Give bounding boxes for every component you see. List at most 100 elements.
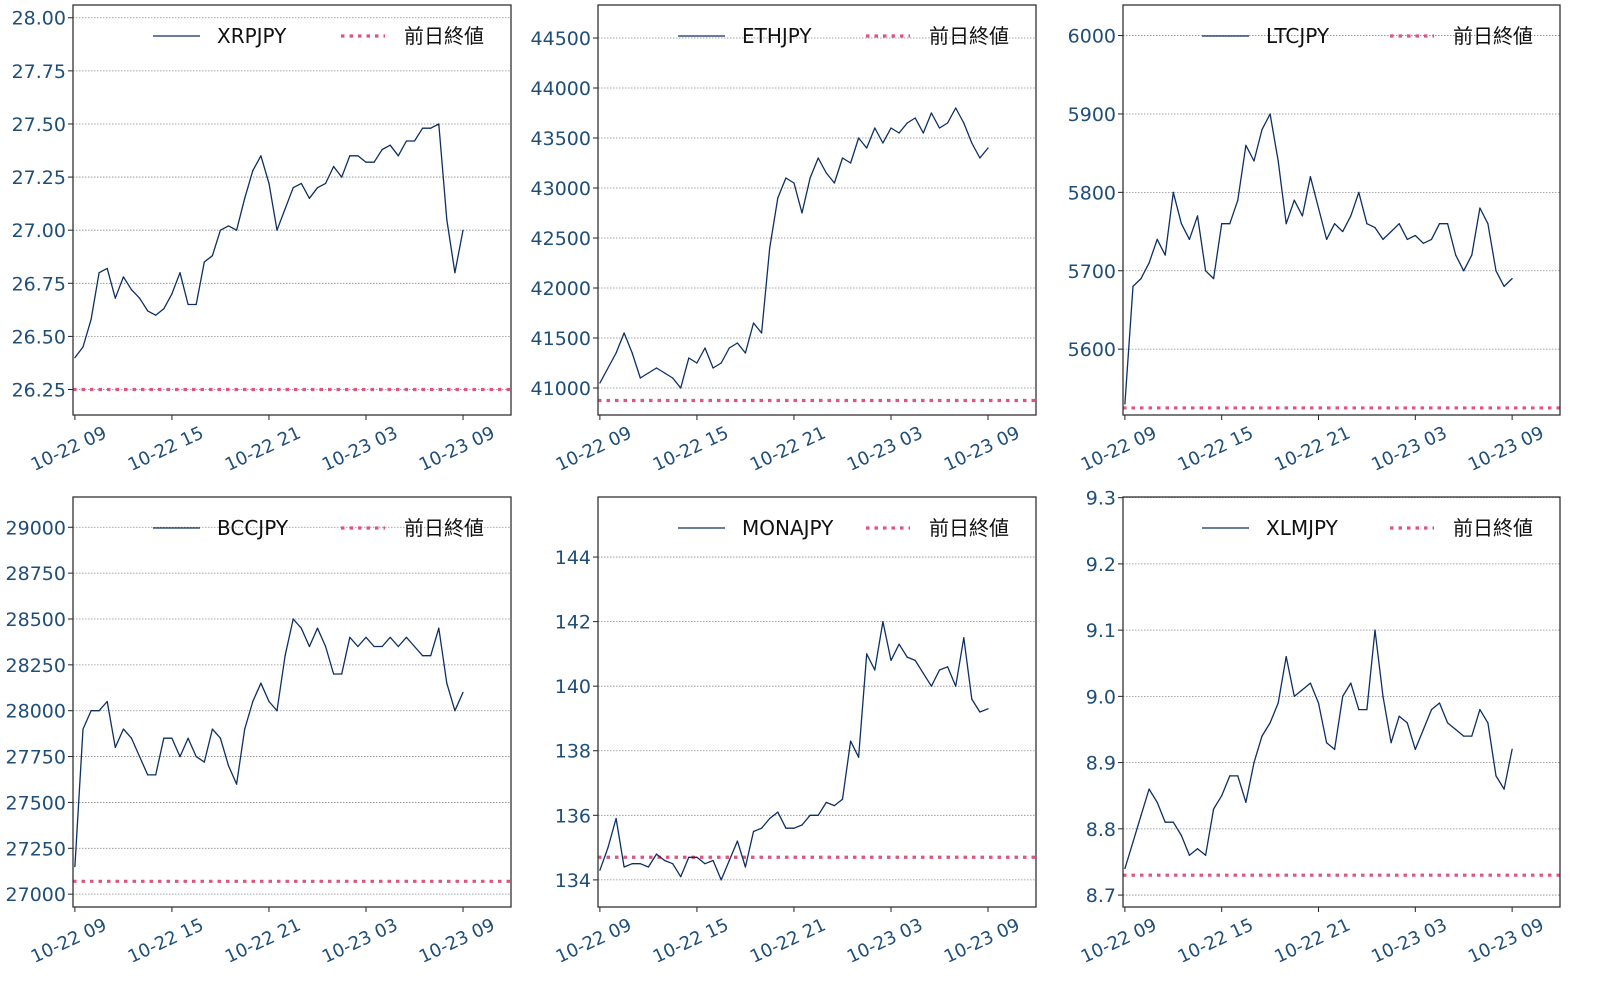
data-point: [809, 814, 811, 816]
y-tick-label: 27.25: [12, 167, 66, 189]
data-point: [438, 123, 440, 125]
data-point: [1188, 854, 1191, 856]
data-point: [1350, 682, 1352, 684]
legend-series-label: LTCJPY: [1266, 24, 1330, 48]
data-point: [1285, 656, 1287, 658]
data-point: [615, 352, 617, 354]
data-point: [849, 162, 852, 164]
data-point: [219, 737, 222, 739]
data-point: [276, 710, 278, 712]
data-point: [1455, 254, 1457, 256]
series-line-ethjpy: [599, 107, 989, 389]
y-tick-label: 42500: [531, 228, 591, 250]
data-point: [963, 122, 965, 124]
data-point: [195, 303, 197, 306]
data-point: [1358, 709, 1360, 711]
data-point: [688, 856, 690, 858]
data-point: [122, 276, 125, 278]
y-tick-label: 27000: [6, 884, 66, 906]
data-point: [1132, 841, 1134, 843]
data-point: [179, 755, 181, 758]
data-point: [1446, 722, 1449, 724]
data-point: [405, 140, 408, 142]
data-point: [430, 655, 432, 657]
data-point: [1390, 230, 1392, 233]
y-tick-label: 43500: [531, 128, 591, 150]
x-tick-label: 10-22 21: [222, 422, 304, 475]
data-point: [1503, 788, 1505, 790]
data-point: [858, 756, 860, 758]
x-tick-label: 10-23 09: [416, 422, 498, 475]
data-point: [130, 289, 133, 291]
data-point: [930, 685, 933, 687]
data-point: [1277, 702, 1279, 704]
data-point: [292, 618, 294, 620]
data-point: [462, 691, 464, 693]
data-point: [1382, 695, 1384, 697]
data-point: [647, 372, 650, 374]
data-point: [1293, 695, 1295, 697]
data-point: [1269, 113, 1271, 115]
x-tick-label: 10-22 21: [1271, 914, 1353, 967]
data-point: [696, 856, 698, 858]
y-tick-label: 27.00: [12, 220, 66, 242]
data-point: [785, 177, 787, 179]
data-point: [599, 382, 601, 384]
data-point: [82, 728, 84, 730]
x-tick-label: 10-22 09: [28, 422, 110, 475]
data-point: [454, 272, 456, 274]
data-point: [260, 682, 262, 684]
y-tick-label: 9.2: [1086, 554, 1116, 576]
data-point: [704, 863, 706, 865]
x-tick-label: 10-22 21: [747, 422, 829, 475]
y-tick-label: 8.7: [1086, 885, 1116, 907]
data-point: [1253, 160, 1255, 162]
x-tick-label: 10-22 15: [1175, 422, 1257, 475]
x-tick-label: 10-22 15: [1175, 914, 1257, 967]
data-point: [971, 142, 973, 144]
y-tick-label: 142: [555, 612, 591, 634]
data-point: [349, 155, 351, 157]
data-point: [365, 161, 367, 163]
data-point: [1229, 223, 1231, 225]
legend-reference-label: 前日終値: [1453, 516, 1533, 540]
data-point: [373, 645, 375, 648]
data-point: [1358, 191, 1360, 193]
x-tick-label: 10-23 09: [941, 422, 1023, 475]
data-point: [1438, 702, 1441, 704]
legend-reference-label: 前日終値: [404, 24, 484, 48]
data-point: [1309, 682, 1312, 684]
data-point: [1196, 215, 1199, 217]
axes-frame: [597, 496, 1037, 908]
data-point: [858, 137, 860, 139]
data-point: [203, 761, 205, 763]
y-tick-label: 5700: [1068, 261, 1116, 283]
data-point: [639, 377, 641, 379]
x-tick-label: 10-22 09: [1078, 914, 1160, 967]
x-tick-label: 10-22 09: [28, 914, 110, 967]
data-point: [680, 387, 682, 389]
legend: ETHJPY 前日終値: [678, 24, 1009, 48]
data-point: [203, 261, 205, 263]
data-point: [341, 673, 343, 675]
data-point: [1221, 223, 1223, 225]
data-point: [1172, 821, 1174, 823]
data-point: [898, 643, 900, 645]
axes-frame: [72, 4, 512, 416]
data-point: [1285, 223, 1287, 225]
data-point: [1293, 199, 1295, 201]
data-point: [1180, 834, 1182, 837]
data-point: [1140, 814, 1142, 817]
data-point: [236, 229, 238, 231]
y-tick-label: 44500: [531, 28, 591, 50]
data-point: [752, 322, 755, 324]
y-tick-label: 28.00: [12, 8, 66, 30]
x-tick-label: 10-22 21: [747, 914, 829, 967]
y-tick-label: 26.50: [12, 326, 66, 348]
subplot-xlmjpy: 8.7 8.8 8.9 9.0 9.1 9.2 9.3 10-22 09 10-22 15 10-…: [1078, 488, 1561, 968]
data-point: [333, 673, 335, 675]
data-point: [728, 859, 730, 862]
data-point: [1350, 215, 1352, 217]
series-line-ltcjpy: [1124, 113, 1513, 405]
